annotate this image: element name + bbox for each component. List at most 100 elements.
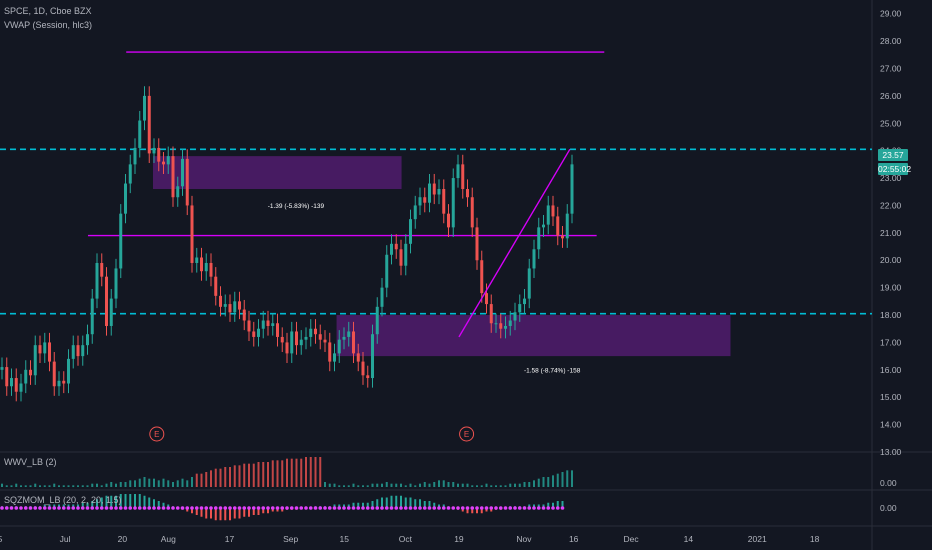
momentum-bar bbox=[561, 501, 564, 508]
squeeze-dot bbox=[384, 506, 389, 510]
volume-bar bbox=[338, 485, 341, 487]
squeeze-dot bbox=[532, 506, 536, 510]
volume-bar bbox=[195, 473, 198, 487]
momentum-bar bbox=[143, 495, 146, 508]
candle-body bbox=[399, 249, 403, 266]
volume-bar bbox=[105, 483, 108, 487]
volume-bar bbox=[20, 485, 22, 487]
momentum-bar bbox=[414, 499, 417, 508]
volume-bar bbox=[110, 482, 113, 487]
candle-body bbox=[214, 276, 218, 296]
candle-body bbox=[385, 254, 389, 288]
volume-bar bbox=[153, 478, 155, 487]
candle-body bbox=[413, 205, 417, 220]
squeeze-dot bbox=[370, 506, 375, 510]
candle-body bbox=[238, 301, 241, 310]
momentum-bar bbox=[381, 497, 383, 508]
momentum-bar bbox=[229, 508, 231, 521]
squeeze-dot bbox=[156, 506, 161, 510]
momentum-bar bbox=[224, 508, 227, 521]
volume-bar bbox=[447, 482, 450, 487]
squeeze-dot bbox=[308, 506, 313, 510]
candle-body bbox=[33, 345, 37, 376]
squeeze-dot bbox=[460, 506, 465, 510]
momentum-bar bbox=[238, 508, 241, 519]
squeeze-dot bbox=[361, 506, 365, 510]
squeeze-dot bbox=[527, 506, 532, 510]
squeeze-dot bbox=[142, 506, 147, 510]
squeeze-dot bbox=[118, 506, 123, 510]
squeeze-dot bbox=[503, 506, 508, 510]
candle-body bbox=[133, 147, 137, 165]
squeeze-dot bbox=[52, 506, 57, 510]
squeeze-dot bbox=[256, 506, 261, 510]
candle-body bbox=[442, 189, 446, 214]
candle-body bbox=[86, 334, 89, 346]
squeeze-dot bbox=[399, 506, 403, 510]
candle-body bbox=[143, 95, 146, 121]
candle-body bbox=[328, 342, 332, 362]
momentum-bar bbox=[267, 508, 269, 514]
candle-body bbox=[162, 161, 165, 165]
volume-bar bbox=[452, 482, 455, 487]
squeeze-dot bbox=[57, 506, 61, 510]
volume-bar bbox=[43, 485, 46, 487]
squeeze-dot bbox=[76, 506, 80, 510]
volume-bar bbox=[314, 457, 317, 487]
volume-bar bbox=[343, 485, 345, 487]
volume-bar bbox=[423, 482, 426, 487]
squeeze-dot bbox=[128, 506, 133, 510]
momentum-bar bbox=[219, 508, 222, 521]
candle-body bbox=[152, 147, 156, 154]
squeeze-dot bbox=[494, 506, 498, 510]
volume-bar bbox=[214, 468, 217, 487]
squeeze-dot bbox=[332, 506, 337, 510]
squeeze-dot bbox=[441, 506, 446, 510]
squeeze-dot bbox=[190, 506, 194, 510]
candle-body bbox=[518, 304, 522, 313]
volume-bar bbox=[162, 478, 165, 487]
candle-body bbox=[404, 243, 408, 266]
squeeze-dot bbox=[380, 506, 384, 510]
price-tick-label: 22.00 bbox=[880, 200, 902, 210]
squeeze-dot bbox=[61, 506, 66, 510]
candle-body bbox=[266, 320, 270, 326]
momentum-bar bbox=[162, 502, 165, 508]
volume-bar bbox=[53, 483, 56, 487]
volume-bar bbox=[5, 485, 8, 487]
earnings-label: E bbox=[154, 430, 159, 439]
candle-body bbox=[314, 328, 317, 335]
momentum-bar bbox=[433, 502, 436, 508]
momentum-bar bbox=[366, 502, 369, 508]
candle-body bbox=[390, 243, 393, 255]
earnings-marker bbox=[459, 426, 475, 442]
candle-body bbox=[271, 323, 275, 326]
sqzmom-legend[interactable]: SQZMOM_LB (20, 2, 20, 1.5) bbox=[4, 495, 122, 505]
volume-bar bbox=[537, 478, 540, 487]
symbol-legend[interactable]: SPCE, 1D, Cboe BZX bbox=[4, 6, 92, 16]
vwap-legend[interactable]: VWAP (Session, hlc3) bbox=[4, 20, 93, 30]
time-tick-label: Nov bbox=[516, 534, 532, 544]
squeeze-dot bbox=[498, 506, 503, 510]
candle-body bbox=[290, 331, 294, 354]
candle-body bbox=[157, 147, 161, 162]
volume-bar bbox=[409, 483, 412, 487]
squeeze-dot bbox=[209, 506, 213, 510]
volume-bar bbox=[566, 470, 569, 487]
candle-body bbox=[19, 383, 23, 392]
candle-body bbox=[90, 298, 94, 335]
momentum-bar bbox=[428, 501, 431, 508]
volume-bar bbox=[29, 485, 32, 487]
squeeze-dot bbox=[479, 506, 484, 510]
price-tick-label: 23.00 bbox=[880, 173, 902, 183]
squeeze-dot bbox=[261, 506, 266, 510]
wwv-legend[interactable]: WWV_LB (2) bbox=[4, 457, 57, 467]
volume-bar bbox=[371, 483, 374, 487]
squeeze-dot bbox=[522, 506, 527, 510]
volume-bar bbox=[186, 480, 189, 487]
volume-bar bbox=[58, 485, 60, 487]
candle-body bbox=[499, 323, 503, 329]
volume-bar bbox=[286, 458, 288, 487]
